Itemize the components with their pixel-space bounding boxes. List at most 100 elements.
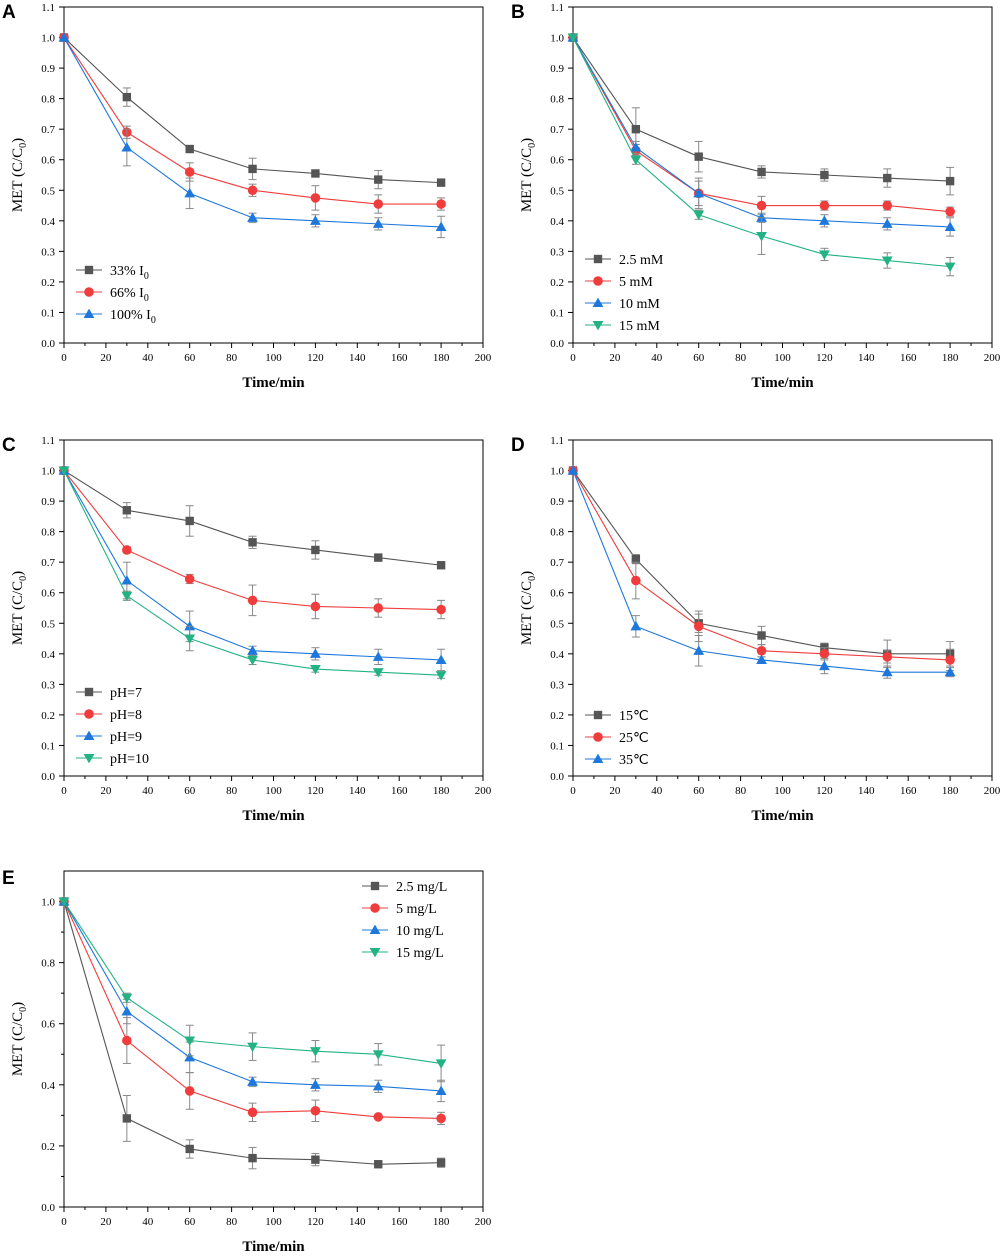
data-point bbox=[121, 591, 133, 602]
legend-item: pH=8 bbox=[76, 708, 142, 723]
data-point bbox=[436, 1158, 446, 1167]
legend-label: 2.5 mg/L bbox=[396, 880, 447, 895]
panel-letter: B bbox=[511, 2, 525, 23]
x-tick-label: 0 bbox=[570, 352, 576, 364]
data-point bbox=[58, 897, 70, 907]
data-point bbox=[184, 574, 195, 584]
y-tick-label: 0.0 bbox=[550, 771, 564, 783]
y-axis-title: MET (C/C0) bbox=[10, 1002, 29, 1076]
x-tick-label: 120 bbox=[307, 352, 324, 364]
data-point bbox=[310, 601, 321, 612]
series-0 bbox=[59, 33, 446, 190]
x-tick-label: 180 bbox=[433, 1216, 450, 1228]
legend-item: 15℃ bbox=[585, 709, 649, 724]
x-tick-label: 200 bbox=[984, 785, 1001, 797]
legend-label: 25℃ bbox=[619, 731, 649, 746]
data-point bbox=[122, 1114, 132, 1123]
x-tick-label: 160 bbox=[391, 1216, 408, 1228]
series-1 bbox=[568, 32, 955, 217]
legend-label: 66% I0 bbox=[110, 286, 149, 304]
x-tick-label: 140 bbox=[349, 1216, 366, 1228]
legend-marker bbox=[592, 297, 604, 308]
x-tick-label: 160 bbox=[391, 352, 408, 364]
data-point bbox=[374, 1160, 383, 1169]
x-tick-label: 100 bbox=[774, 785, 791, 797]
legend-marker bbox=[593, 276, 603, 286]
data-point bbox=[184, 634, 196, 644]
data-point bbox=[944, 221, 956, 231]
y-axis-title: MET (C/C0) bbox=[519, 138, 538, 212]
y-axis-title: MET (C/C0) bbox=[10, 138, 29, 212]
series-line bbox=[572, 37, 951, 213]
x-tick-label: 60 bbox=[693, 785, 705, 797]
data-point bbox=[630, 620, 642, 631]
data-point bbox=[693, 621, 704, 632]
legend-item: 5 mg/L bbox=[362, 902, 437, 917]
y-tick-label: 0.3 bbox=[550, 679, 564, 691]
legend-label: pH=9 bbox=[110, 730, 142, 745]
x-tick-label: 60 bbox=[184, 1216, 196, 1228]
y-tick-label: 0.7 bbox=[550, 124, 564, 136]
data-point bbox=[944, 262, 956, 273]
data-point bbox=[122, 1035, 132, 1046]
legend-label: pH=8 bbox=[110, 708, 142, 723]
y-tick-label: 0.9 bbox=[41, 63, 55, 75]
data-point bbox=[435, 654, 447, 664]
legend-item: pH=9 bbox=[76, 730, 142, 745]
y-tick-label: 0.5 bbox=[41, 618, 55, 630]
x-axis-title: Time/min bbox=[751, 375, 814, 391]
data-point bbox=[121, 575, 133, 585]
data-point bbox=[819, 660, 830, 671]
data-point bbox=[247, 1042, 258, 1053]
y-tick-label: 0.9 bbox=[41, 496, 55, 508]
data-point bbox=[881, 218, 893, 228]
panel-letter: D bbox=[511, 435, 525, 456]
x-tick-label: 80 bbox=[226, 785, 238, 797]
x-tick-label: 180 bbox=[433, 785, 450, 797]
y-tick-label: 0.3 bbox=[41, 246, 55, 258]
legend-label: 15 mM bbox=[619, 319, 660, 334]
y-tick-label: 0.4 bbox=[41, 649, 55, 661]
legend-marker bbox=[593, 710, 603, 720]
data-point bbox=[372, 1050, 384, 1060]
data-point bbox=[436, 1113, 446, 1124]
data-point bbox=[185, 1144, 194, 1154]
legend-item: 15 mM bbox=[585, 319, 660, 334]
data-point bbox=[184, 1051, 196, 1062]
series-0 bbox=[59, 466, 446, 570]
legend: 2.5 mg/L 5 mg/L 10 mg/L 15 mg/L bbox=[362, 880, 447, 961]
series-2 bbox=[58, 32, 447, 239]
data-point bbox=[372, 218, 384, 228]
legend-item: 35℃ bbox=[585, 753, 649, 768]
data-point bbox=[883, 173, 892, 183]
y-tick-label: 0.4 bbox=[41, 216, 55, 228]
data-point bbox=[756, 212, 767, 222]
panel-letter: E bbox=[2, 868, 15, 889]
x-tick-label: 120 bbox=[307, 785, 324, 797]
data-point bbox=[436, 561, 446, 570]
data-point bbox=[58, 32, 70, 42]
x-tick-label: 140 bbox=[858, 785, 875, 797]
data-point bbox=[435, 221, 447, 231]
x-tick-label: 20 bbox=[100, 785, 112, 797]
x-tick-label: 20 bbox=[609, 352, 621, 364]
legend-item: pH=7 bbox=[76, 686, 142, 701]
series-3 bbox=[58, 897, 447, 1083]
y-tick-label: 0.9 bbox=[550, 63, 564, 75]
data-point bbox=[247, 1107, 258, 1118]
data-point bbox=[247, 595, 258, 606]
legend-label: 100% I0 bbox=[110, 308, 156, 326]
data-point bbox=[311, 1155, 320, 1164]
data-point bbox=[881, 256, 893, 266]
x-tick-label: 200 bbox=[475, 352, 492, 364]
x-tick-label: 80 bbox=[226, 1216, 238, 1228]
y-tick-label: 0.9 bbox=[550, 496, 564, 508]
x-tick-label: 180 bbox=[942, 352, 959, 364]
legend: 2.5 mM 5 mM 10 mM 15 mM bbox=[585, 253, 664, 334]
legend-marker bbox=[369, 924, 381, 935]
legend-item: 5 mM bbox=[585, 275, 653, 290]
data-point bbox=[310, 1079, 321, 1089]
data-point bbox=[693, 210, 705, 221]
series-line bbox=[572, 37, 951, 182]
data-point bbox=[121, 1006, 133, 1016]
